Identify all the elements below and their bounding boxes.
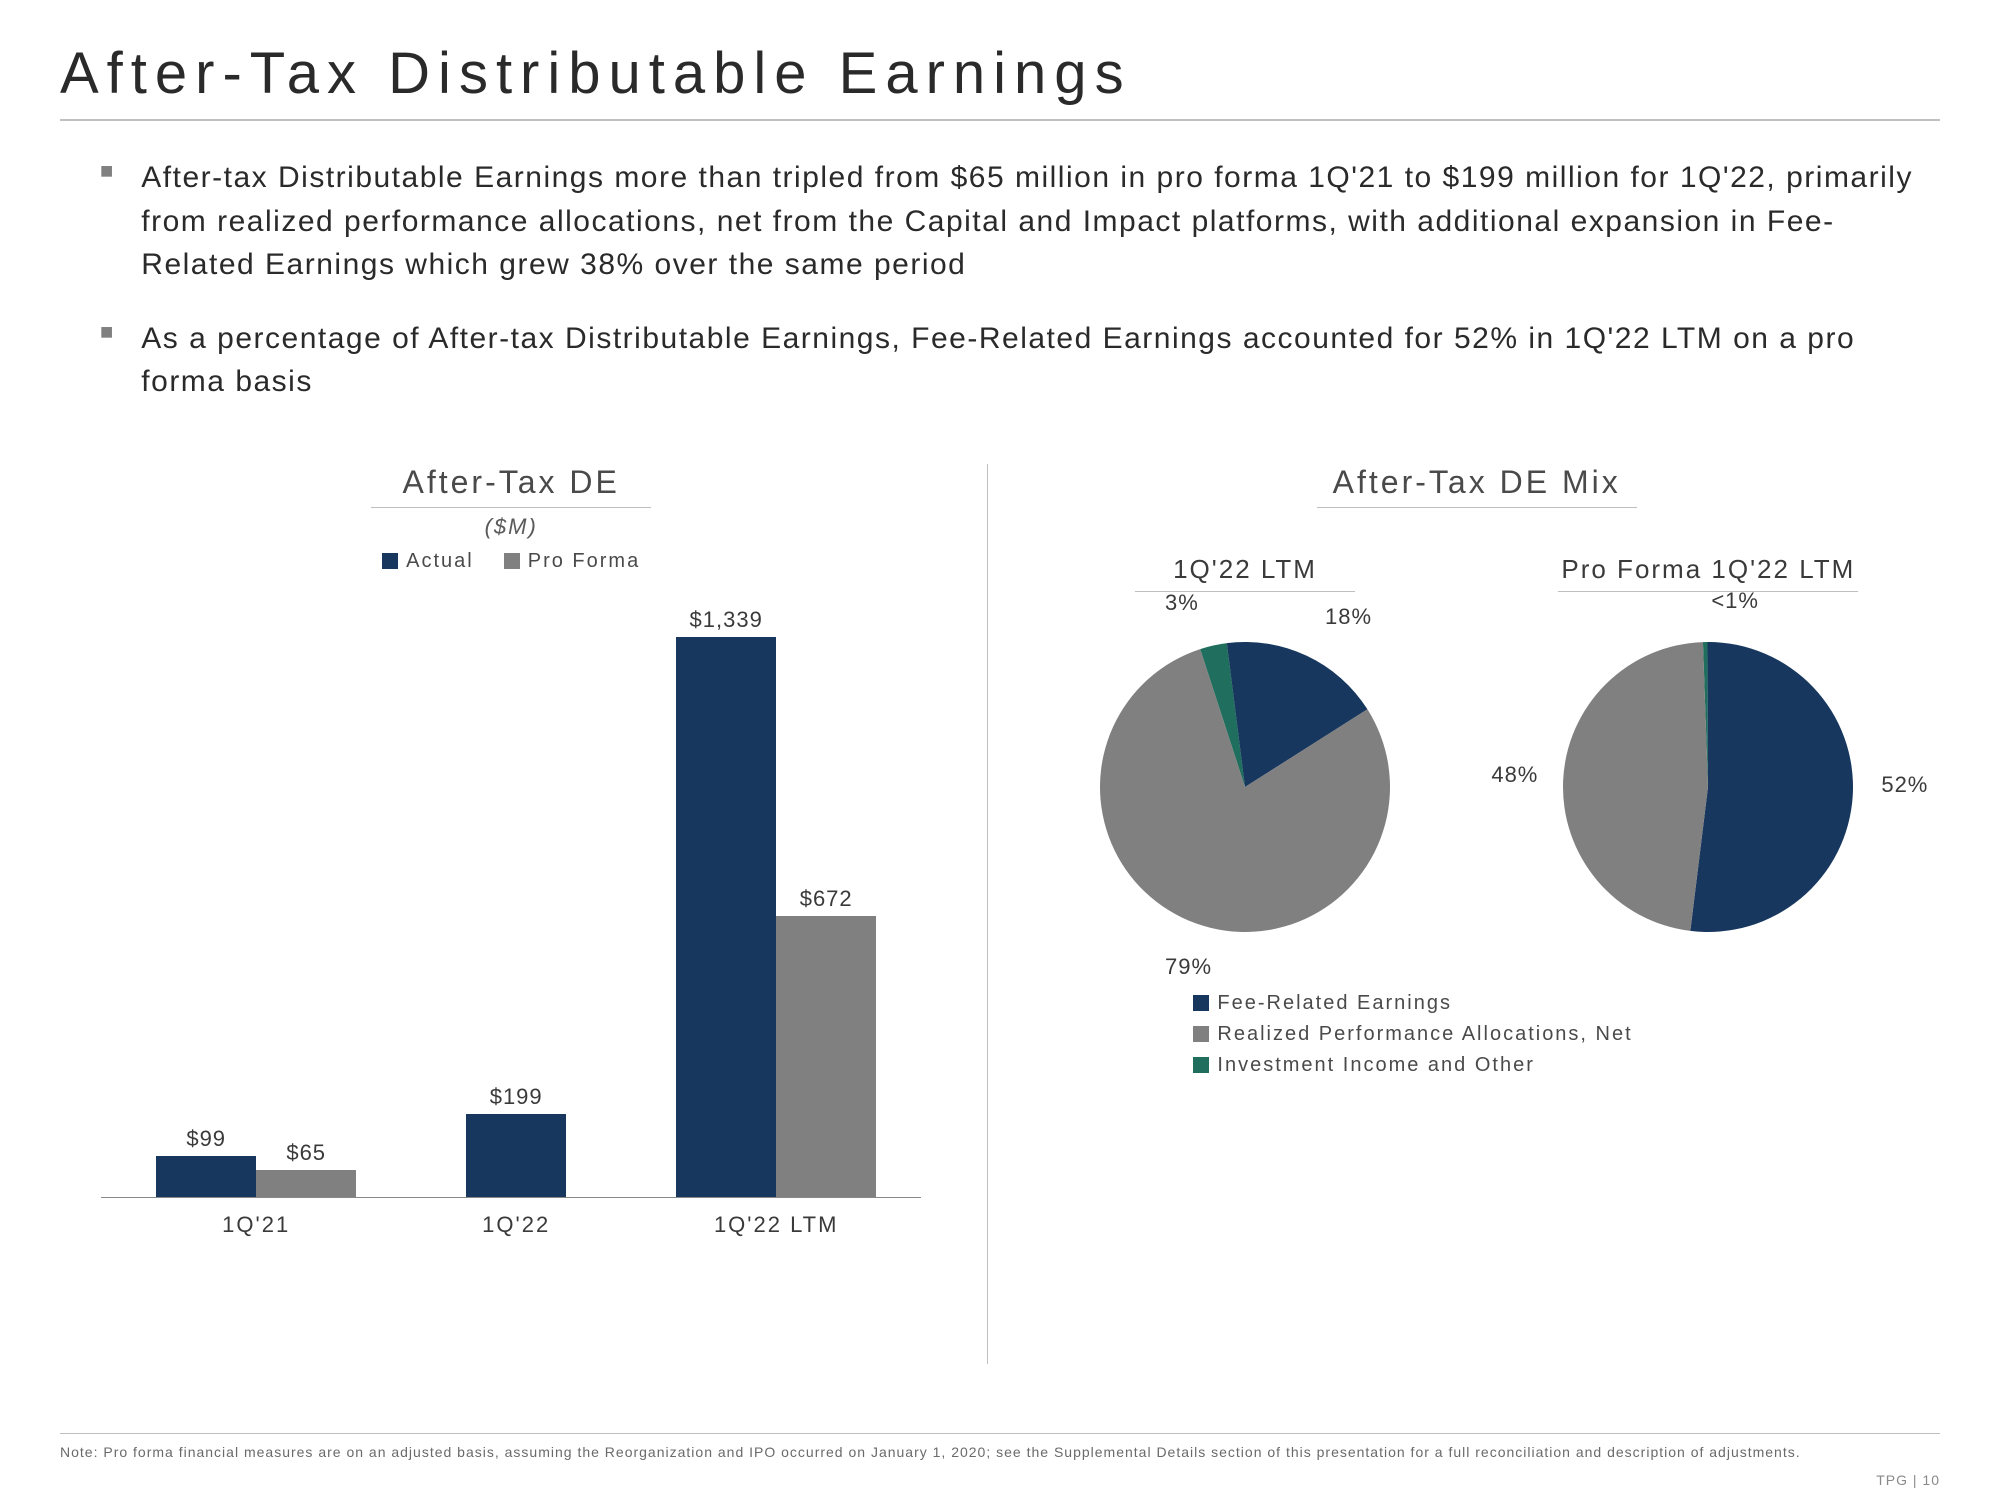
pie-slice-label: <1%: [1711, 588, 1759, 614]
legend-item-actual: Actual: [382, 550, 474, 573]
x-axis-label: 1Q'22 LTM: [661, 1212, 891, 1238]
pie-legend: Fee-Related Earnings Realized Performanc…: [1013, 992, 1940, 1077]
bar-value-label: $65: [256, 1140, 356, 1166]
bar-chart-subtitle: ($M): [485, 514, 538, 540]
footnote: Note: Pro forma financial measures are o…: [60, 1433, 1940, 1460]
bar-group: $99$65: [141, 1156, 371, 1197]
pie-slice-label: 18%: [1325, 604, 1372, 630]
pie-svg: [1543, 622, 1873, 952]
bar-value-label: $1,339: [676, 607, 776, 633]
legend-swatch-proforma: [504, 553, 520, 569]
pie-slice-label: 48%: [1491, 762, 1538, 788]
legend-label: Pro Forma: [528, 550, 640, 573]
bar-chart-title: After-Tax DE: [403, 464, 620, 501]
pie-title-rule: [1558, 591, 1858, 592]
x-axis-label: 1Q'21: [141, 1212, 371, 1238]
bullet-marker-icon: ■: [100, 156, 113, 287]
legend-swatch-fee: [1193, 995, 1209, 1011]
legend-item-perf: Realized Performance Allocations, Net: [1193, 1023, 1940, 1046]
pie-section-title: After-Tax DE Mix: [1333, 464, 1621, 501]
bar-chart-legend: Actual Pro Forma: [382, 550, 640, 573]
bullet-item: ■ After-tax Distributable Earnings more …: [100, 156, 1940, 287]
title-rule: [60, 119, 1940, 121]
bullet-text: After-tax Distributable Earnings more th…: [141, 156, 1940, 287]
legend-label: Realized Performance Allocations, Net: [1217, 1023, 1632, 1046]
pie-title: 1Q'22 LTM: [1173, 554, 1317, 585]
bullet-text: As a percentage of After-tax Distributab…: [141, 317, 1940, 404]
bar-plot-area: $99$65$199$1,339$672: [101, 598, 921, 1198]
pie-block-left: 1Q'22 LTM 3%18%79%: [1035, 554, 1455, 952]
bar-actual: $1,339: [676, 637, 776, 1197]
charts-row: After-Tax DE ($M) Actual Pro Forma $99$6…: [60, 464, 1940, 1364]
pie-chart: <1%52%48%: [1543, 622, 1873, 952]
pie-row: 1Q'22 LTM 3%18%79% Pro Forma 1Q'22 LTM <…: [1013, 554, 1940, 952]
page-title: After-Tax Distributable Earnings: [60, 40, 1940, 119]
pie-slice-fee: [1691, 642, 1854, 932]
bullet-marker-icon: ■: [100, 317, 113, 404]
legend-label: Fee-Related Earnings: [1217, 992, 1452, 1015]
legend-item-fee: Fee-Related Earnings: [1193, 992, 1940, 1015]
bar-chart: $99$65$199$1,339$672 1Q'211Q'221Q'22 LTM: [101, 598, 921, 1248]
bar-value-label: $672: [776, 886, 876, 912]
bullet-item: ■ As a percentage of After-tax Distribut…: [100, 317, 1940, 404]
pie-chart: 3%18%79%: [1080, 622, 1410, 952]
legend-swatch-perf: [1193, 1026, 1209, 1042]
bar-proforma: $672: [776, 916, 876, 1197]
bar-group: $199: [401, 1114, 631, 1197]
bar-group: $1,339$672: [661, 637, 891, 1197]
legend-label: Actual: [406, 550, 474, 573]
x-axis-label: 1Q'22: [401, 1212, 631, 1238]
pie-slice-label: 52%: [1881, 772, 1928, 798]
bar-proforma: $65: [256, 1170, 356, 1197]
legend-item-inv: Investment Income and Other: [1193, 1054, 1940, 1077]
pie-chart-panel: After-Tax DE Mix 1Q'22 LTM 3%18%79% Pro …: [1013, 464, 1940, 1364]
pie-svg: [1080, 622, 1410, 952]
pie-title: Pro Forma 1Q'22 LTM: [1561, 554, 1855, 585]
bullet-list: ■ After-tax Distributable Earnings more …: [60, 156, 1940, 404]
pie-slice-label: 79%: [1165, 954, 1212, 980]
pie-block-right: Pro Forma 1Q'22 LTM <1%52%48%: [1498, 554, 1918, 952]
bar-chart-panel: After-Tax DE ($M) Actual Pro Forma $99$6…: [60, 464, 962, 1364]
vertical-divider: [987, 464, 988, 1364]
pie-slice-label: 3%: [1165, 590, 1199, 616]
chart-title-rule: [371, 507, 651, 508]
pie-slice-perf: [1563, 642, 1708, 931]
legend-swatch-inv: [1193, 1057, 1209, 1073]
legend-swatch-actual: [382, 553, 398, 569]
bar-actual: $99: [156, 1156, 256, 1197]
chart-title-rule: [1317, 507, 1637, 508]
legend-item-proforma: Pro Forma: [504, 550, 640, 573]
bar-actual: $199: [466, 1114, 566, 1197]
bar-value-label: $99: [156, 1126, 256, 1152]
page-number: TPG | 10: [1876, 1472, 1940, 1488]
bar-value-label: $199: [466, 1084, 566, 1110]
legend-label: Investment Income and Other: [1217, 1054, 1534, 1077]
